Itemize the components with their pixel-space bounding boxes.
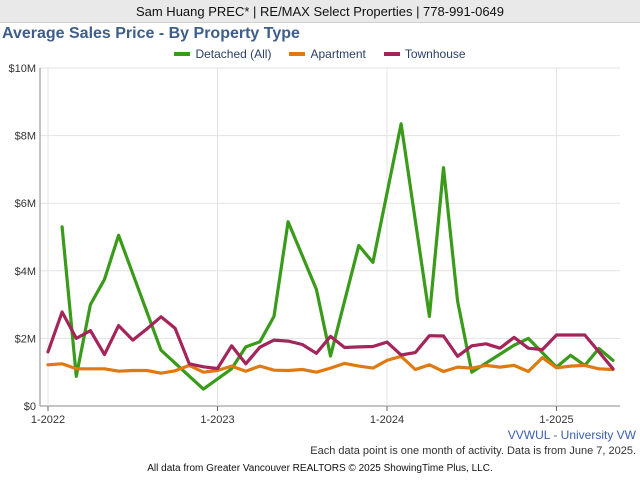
legend-item-detached[interactable]: Detached (All) xyxy=(174,46,271,62)
series-line-apartment xyxy=(46,354,615,375)
y-tick-label: $6M xyxy=(15,198,36,210)
series-line-townhouse xyxy=(46,310,615,371)
area-label: VVWUL - University VW xyxy=(507,428,636,442)
legend-swatch-townhouse xyxy=(383,52,400,56)
legend: Detached (All) Apartment Townhouse xyxy=(0,46,640,62)
copyright: All data from Greater Vancouver REALTORS… xyxy=(147,463,493,474)
legend-item-townhouse[interactable]: Townhouse xyxy=(383,46,466,62)
y-tick-label: $4M xyxy=(15,266,36,278)
y-tick-label: $2M xyxy=(15,333,36,345)
y-tick-label: $10M xyxy=(8,63,36,75)
y-tick-label: $0 xyxy=(24,401,36,413)
chart-title: Average Sales Price - By Property Type xyxy=(2,25,300,42)
y-tick-label: $8M xyxy=(15,131,36,143)
banner-text: Sam Huang PREC* | RE/MAX Select Properti… xyxy=(135,3,505,19)
legend-label-townhouse: Townhouse xyxy=(404,47,466,61)
x-tick-label: 1-2022 xyxy=(31,414,65,426)
legend-label-detached: Detached (All) xyxy=(195,47,272,61)
x-tick-label: 1-2024 xyxy=(370,414,404,426)
legend-label-apartment: Apartment xyxy=(310,47,366,61)
x-tick-label: 1-2025 xyxy=(539,414,573,426)
legend-swatch-apartment xyxy=(289,52,306,56)
data-note: Each data point is one month of activity… xyxy=(310,445,636,457)
legend-item-apartment[interactable]: Apartment xyxy=(289,46,366,62)
banner: Sam Huang PREC* | RE/MAX Select Properti… xyxy=(0,0,640,23)
series-line-detached-all xyxy=(60,122,615,391)
x-tick-label: 1-2023 xyxy=(200,414,234,426)
legend-swatch-detached xyxy=(174,52,191,56)
